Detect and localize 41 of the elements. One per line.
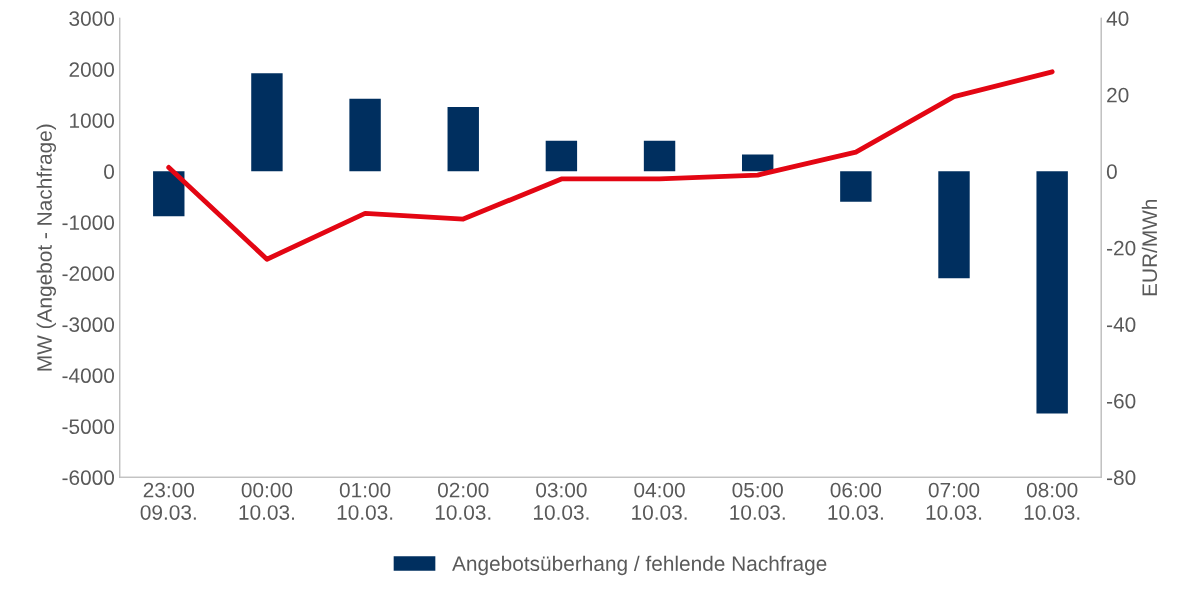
bar	[153, 171, 185, 217]
x-tick-label: 07:00 10.03.	[926, 482, 982, 520]
y-tick-label: 1000	[70, 113, 115, 128]
line-series	[166, 69, 1055, 262]
y-tick-label: -3000	[62, 317, 115, 333]
y-tick-label: -5000	[62, 419, 115, 435]
x-tick-label: 01:00 10.03.	[337, 482, 393, 520]
x-tick-label: 05:00 10.03.	[730, 482, 785, 520]
y2-tick-label: -60	[1107, 393, 1136, 409]
bar	[840, 171, 872, 202]
bar	[447, 106, 479, 172]
bar	[545, 140, 578, 172]
x-tick-label: 06:00 10.03.	[828, 482, 883, 520]
bar	[251, 73, 283, 172]
y2-tick-label: 20	[1107, 87, 1129, 103]
y-tick-label: -4000	[62, 368, 115, 384]
x-tick-label: 03:00 10.03.	[534, 482, 589, 520]
bar	[1036, 171, 1068, 414]
y-tick-label: -1000	[62, 215, 115, 231]
y2-tick-label: -20	[1107, 240, 1136, 256]
bar	[938, 171, 970, 279]
x-tick-label: 02:00 10.03.	[435, 482, 491, 520]
x-tick-label: 00:00 10.03.	[239, 482, 294, 520]
y2-tick-label: -80	[1107, 470, 1136, 486]
bar	[643, 140, 676, 172]
legend-label: Angebotsüberhang / fehlende Nachfrage	[452, 555, 827, 576]
x-tick-label: 04:00 10.03.	[632, 482, 687, 520]
y2-tick-label: -40	[1107, 317, 1136, 333]
y-axis-title: MW (Angebot - Nachfrage)	[36, 124, 57, 371]
y-tick-label: -2000	[62, 266, 115, 282]
y-tick-label: 3000	[69, 11, 115, 26]
x-tick-label: 08:00 10.03.	[1024, 482, 1080, 520]
y2-tick-label: 0	[1106, 164, 1117, 180]
bar	[742, 154, 774, 172]
x-tick-label: 23:00 09.03.	[140, 482, 196, 520]
y-tick-label: 0	[104, 164, 115, 180]
y2-tick-label: 40	[1106, 11, 1129, 26]
y-tick-label: -6000	[62, 470, 115, 486]
y-tick-label: 2000	[69, 62, 115, 77]
bar	[349, 98, 381, 172]
y2-axis-title: EUR/MWh	[1141, 199, 1158, 296]
